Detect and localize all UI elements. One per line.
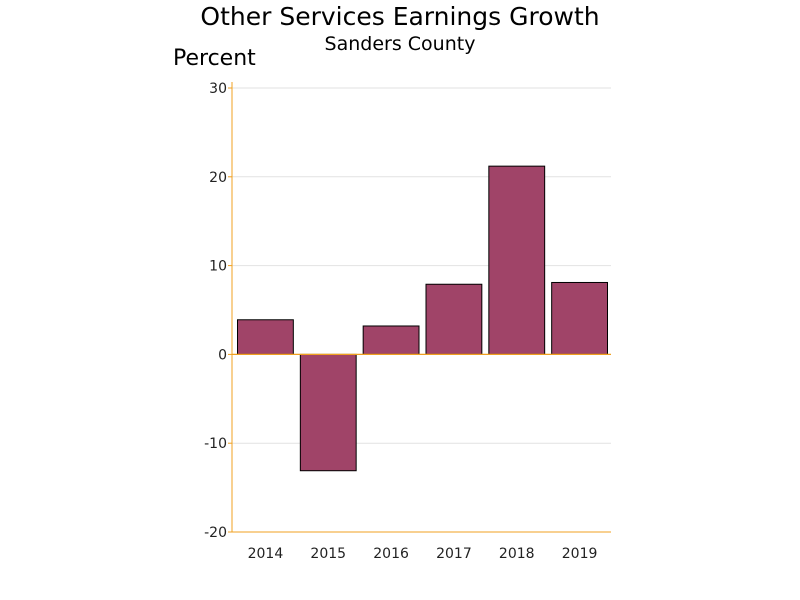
- bar-2017: [425, 283, 483, 355]
- y-tick-label: 20: [209, 170, 227, 186]
- chart-subtitle: Sanders County: [324, 33, 476, 55]
- bars: [237, 165, 609, 472]
- y-axis-label: Percent: [173, 46, 256, 71]
- x-tick-label: 2014: [248, 546, 284, 562]
- bar-2018: [488, 165, 546, 355]
- y-tick-label: -10: [204, 436, 227, 452]
- y-axis-ticks: -20 -10 0 10 20 30: [204, 81, 232, 541]
- y-tick-label: -20: [204, 525, 227, 541]
- axes: [231, 82, 611, 533]
- x-axis-ticks: 2014 2015 2016 2017 2018 2019: [248, 546, 598, 562]
- x-tick-label: 2018: [499, 546, 535, 562]
- chart-title: Other Services Earnings Growth: [200, 2, 600, 31]
- x-tick-label: 2015: [310, 546, 346, 562]
- y-tick-label: 10: [209, 259, 227, 275]
- x-tick-label: 2017: [436, 546, 472, 562]
- bar-2019: [551, 281, 609, 355]
- y-tick-label: 30: [209, 81, 227, 97]
- bar-2014: [237, 319, 294, 355]
- bar-2016: [362, 325, 420, 355]
- x-tick-label: 2019: [562, 546, 598, 562]
- y-tick-label: 0: [218, 347, 227, 363]
- gridlines: [232, 87, 611, 444]
- x-tick-label: 2016: [373, 546, 409, 562]
- bar-2015: [299, 353, 357, 472]
